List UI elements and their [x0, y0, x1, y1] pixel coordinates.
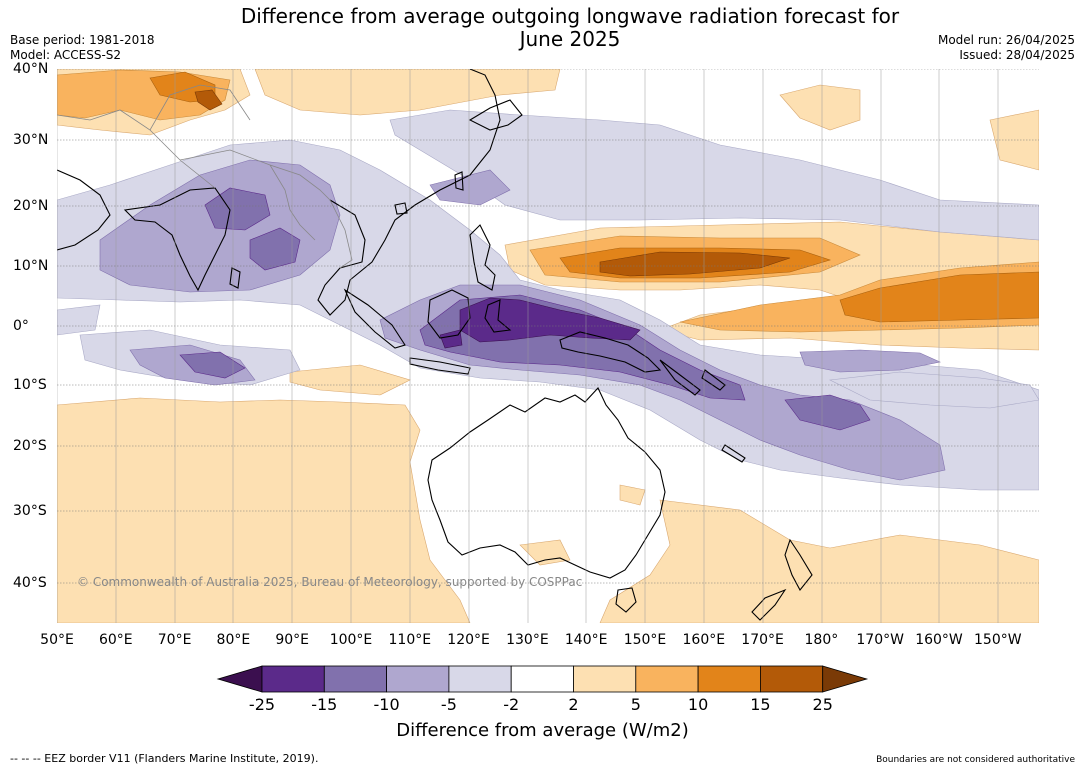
colorbar-segment — [510, 665, 574, 693]
colorbar-segment — [760, 665, 824, 693]
latitude-label: 40°N — [13, 61, 49, 77]
longitude-label: 180° — [804, 632, 839, 648]
taiwan-coastline — [454, 171, 464, 191]
longitude-label: 170°E — [741, 632, 784, 648]
japan-coastline — [468, 99, 523, 131]
latitude-label: 10°S — [13, 377, 47, 393]
longitude-label: 130°E — [506, 632, 549, 648]
longitude-label: 80°E — [216, 632, 251, 648]
country-borders — [57, 84, 353, 269]
longitude-label: 160°W — [915, 632, 963, 648]
eez-border-legend: -- -- -- EEZ border V11 (Flanders Marine… — [10, 752, 319, 765]
sumatra-coastline — [343, 288, 406, 349]
base-period-info: Base period: 1981-2018 Model: ACCESS-S2 — [10, 33, 155, 63]
colorbar-segment — [697, 665, 761, 693]
longitude-label: 60°E — [98, 632, 133, 648]
longitude-label: 90°E — [275, 632, 310, 648]
colorbar-tick-label: -25 — [248, 695, 276, 714]
latitude-label: 40°S — [13, 575, 47, 591]
model-name: Model: ACCESS-S2 — [10, 48, 122, 62]
model-run-info: Model run: 26/04/2025 Issued: 28/04/2025 — [938, 33, 1075, 63]
tasmania-coastline — [615, 587, 637, 613]
map-title: Difference from average outgoing longwav… — [170, 5, 970, 51]
colorbar-low-arrow — [216, 665, 263, 693]
colorbar-tick-label: 10 — [687, 695, 709, 714]
colorbar-tick-label: -2 — [503, 695, 520, 714]
sulawesi-coastline — [484, 299, 512, 333]
model-run-date: Model run: 26/04/2025 — [937, 33, 1075, 47]
base-period: Base period: 1981-2018 — [10, 33, 155, 47]
colorbar-tick-label: -10 — [373, 695, 400, 714]
copyright-notice: © Commonwealth of Australia 2025, Bureau… — [77, 575, 583, 589]
issued-date: Issued: 28/04/2025 — [959, 48, 1075, 62]
colorbar-tick-label: 5 — [630, 695, 641, 714]
colorbar-tick-label: -15 — [311, 695, 338, 714]
colorbar-segment — [448, 665, 512, 693]
colorbar-segment — [386, 665, 450, 693]
latitude-label: 10°N — [13, 258, 49, 274]
longitude-label: 150°E — [623, 632, 667, 648]
colorbar-segment — [573, 665, 637, 693]
latitude-label: 30°S — [13, 503, 47, 519]
colorbar — [216, 665, 869, 693]
positive-anomaly-very-strong-regions — [194, 89, 791, 277]
map-meridians — [57, 69, 999, 623]
longitude-label: 160°E — [682, 632, 726, 648]
colorbar-tick-label: 2 — [568, 695, 579, 714]
png-islands — [659, 359, 726, 396]
longitude-label: 150°W — [974, 632, 1022, 648]
hainan-coastline — [394, 202, 408, 215]
colorbar-high-arrow — [822, 665, 869, 693]
longitude-label: 110°E — [388, 632, 432, 648]
arabia-coastline — [57, 169, 111, 251]
colorbar-title: Difference from average (W/m2) — [396, 720, 689, 741]
colorbar-segment — [261, 665, 325, 693]
longitude-label: 140°E — [564, 632, 608, 648]
coastlines — [57, 69, 813, 621]
sri-lanka-coastline — [229, 267, 241, 289]
longitude-label: 120°E — [447, 632, 490, 648]
longitude-label: 50°E — [40, 632, 74, 648]
latitude-label: 30°N — [13, 132, 49, 148]
australia-coastline — [427, 387, 666, 579]
colorbar-tick-label: -5 — [440, 695, 457, 714]
new-caledonia-coastline — [721, 444, 746, 463]
india-coastline — [123, 187, 231, 292]
latitude-label: 20°S — [13, 438, 47, 454]
latitude-label: 0° — [13, 318, 29, 334]
colorbar-segment — [635, 665, 699, 693]
colorbar-tick-label: 15 — [750, 695, 771, 714]
philippines-coastline — [469, 224, 496, 291]
southeast-asia-coastline — [317, 69, 501, 316]
new-guinea-coastline — [559, 331, 662, 373]
borneo-coastline — [427, 289, 471, 339]
colorbar-segment — [323, 665, 387, 693]
map-title-line2: June 2025 — [519, 27, 621, 51]
longitude-label: 170°W — [856, 632, 904, 648]
longitude-label: 70°E — [157, 632, 192, 648]
latitude-label: 20°N — [13, 198, 49, 214]
map-title-line1: Difference from average outgoing longwav… — [240, 4, 900, 28]
boundaries-disclaimer: Boundaries are not considered authoritat… — [876, 755, 1075, 765]
longitude-label: 100°E — [329, 632, 373, 648]
colorbar-tick-label: 25 — [812, 695, 833, 714]
new-zealand-coastline — [751, 538, 813, 621]
